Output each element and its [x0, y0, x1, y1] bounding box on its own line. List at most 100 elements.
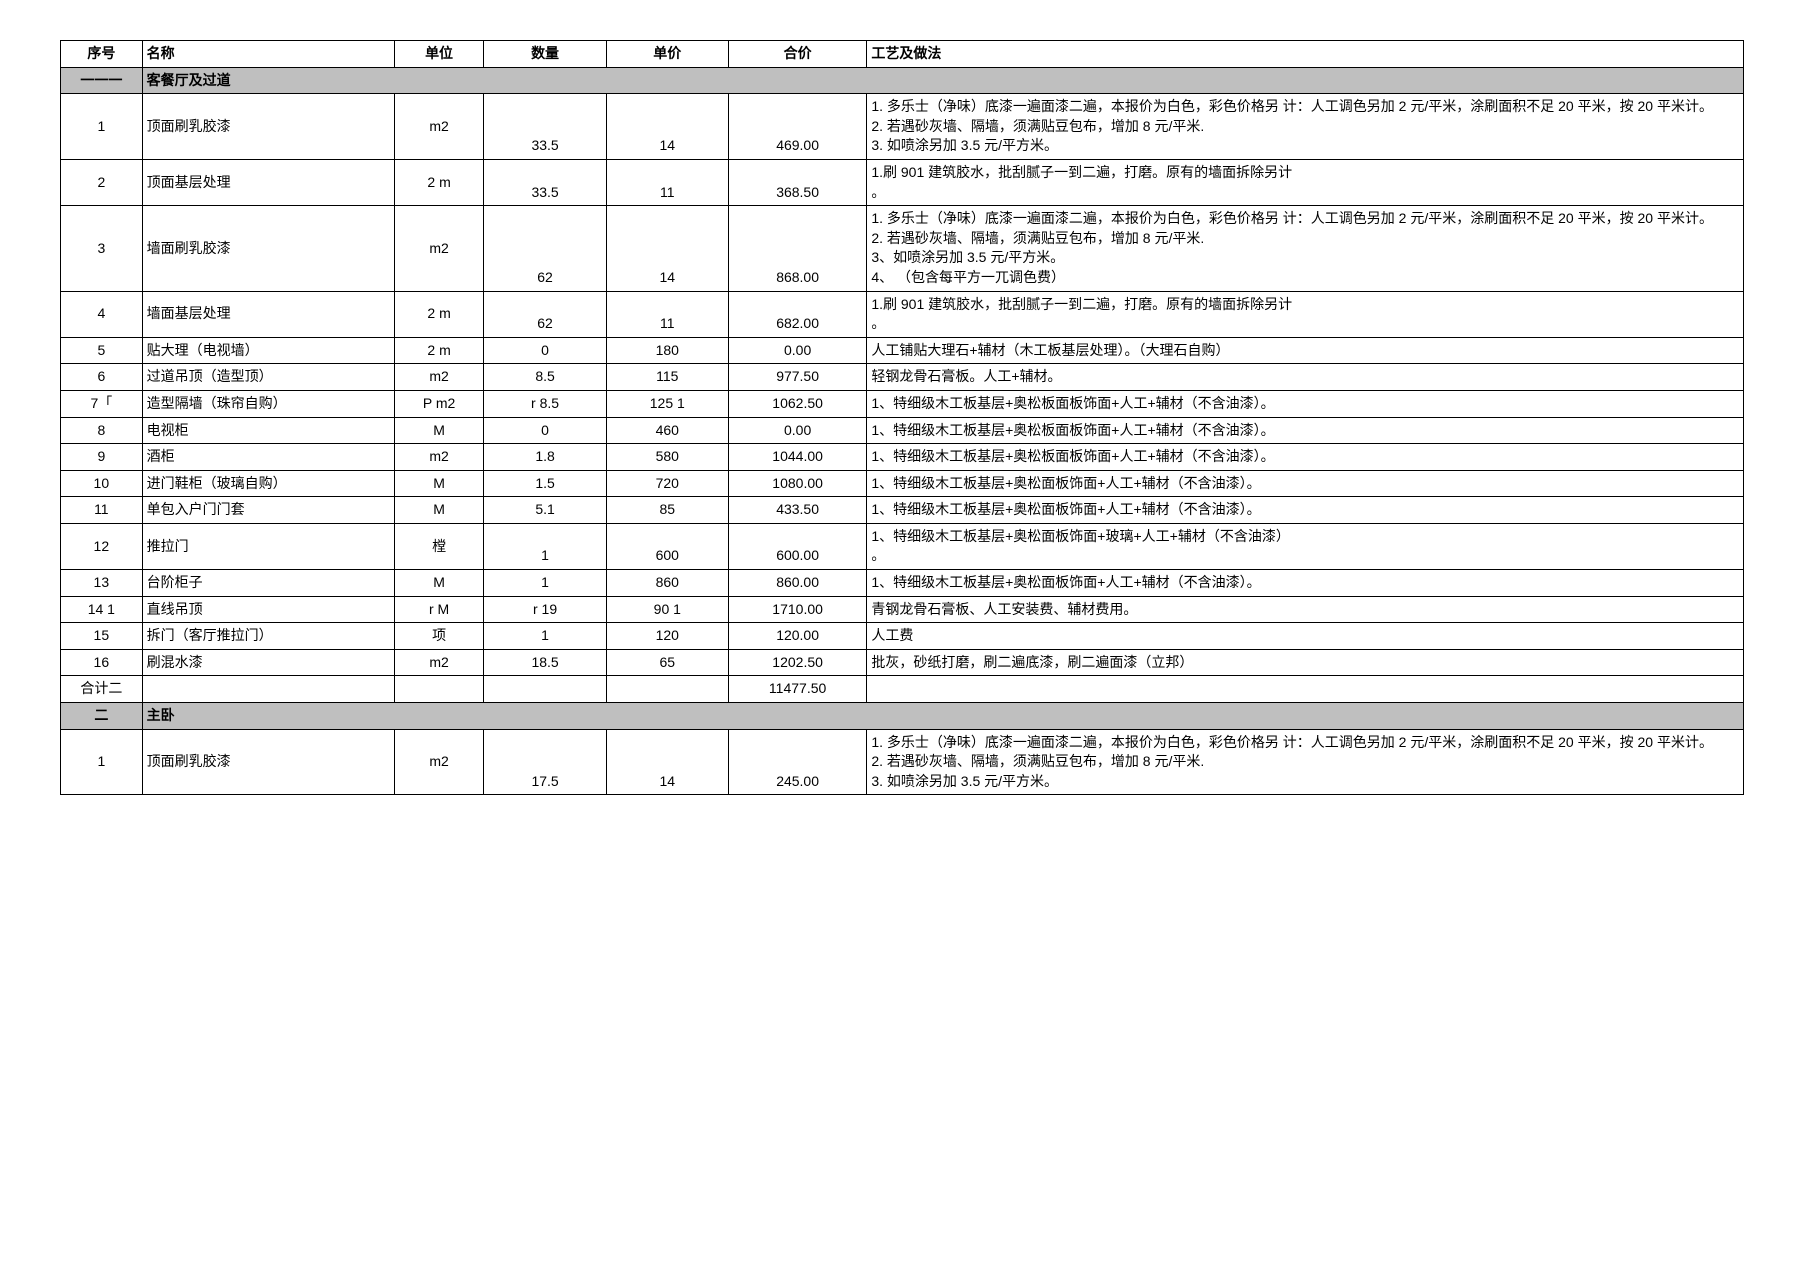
table-row: 3墙面刷乳胶漆m26214868.001. 多乐士（净味）底漆一遍面漆二遍，本报…: [61, 206, 1744, 291]
cell-proc: [867, 676, 1744, 703]
cell-unit: M: [394, 417, 484, 444]
table-row: 10进门鞋柜（玻璃自购）M1.57201080.001、特细级木工板基层+奥松面…: [61, 470, 1744, 497]
cell-qty: r 8.5: [484, 390, 606, 417]
cell-unit: [394, 676, 484, 703]
estimate-table: 序号名称单位数量单价合价工艺及做法 一一一客餐厅及过道1顶面刷乳胶漆m233.5…: [60, 40, 1744, 795]
cell-name: 直线吊顶: [142, 596, 394, 623]
cell-total: 368.50: [728, 159, 866, 205]
cell-total: 469.00: [728, 94, 866, 160]
cell-name: 墙面基层处理: [142, 291, 394, 337]
cell-name: 台阶柜子: [142, 570, 394, 597]
table-row: 1顶面刷乳胶漆m233.514469.001. 多乐士（净味）底漆一遍面漆二遍，…: [61, 94, 1744, 160]
cell-price: 860: [606, 570, 728, 597]
cell-seq: 1: [61, 94, 143, 160]
cell-seq: 16: [61, 649, 143, 676]
cell-proc: 1.刷 901 建筑胶水，批刮腻子一到二遍，打磨。原有的墙面拆除另计 。: [867, 159, 1744, 205]
cell-proc: 轻钢龙骨石膏板。人工+辅材。: [867, 364, 1744, 391]
cell-price: 460: [606, 417, 728, 444]
cell-total: 1710.00: [728, 596, 866, 623]
header-price: 单价: [606, 41, 728, 68]
cell-unit: M: [394, 570, 484, 597]
cell-name: 过道吊顶（造型顶）: [142, 364, 394, 391]
cell-proc: 1、特细级木工板基层+奥松面板饰面+人工+辅材（不含油漆）。: [867, 497, 1744, 524]
cell-price: 14: [606, 206, 728, 291]
cell-unit: m2: [394, 649, 484, 676]
cell-qty: 8.5: [484, 364, 606, 391]
cell-name: 造型隔墙（珠帘自购）: [142, 390, 394, 417]
cell-seq: 10: [61, 470, 143, 497]
section-seq: 一一一: [61, 67, 143, 94]
cell-price: 65: [606, 649, 728, 676]
cell-unit: m2: [394, 364, 484, 391]
cell-proc: 1.刷 901 建筑胶水，批刮腻子一到二遍，打磨。原有的墙面拆除另计 。: [867, 291, 1744, 337]
cell-seq: 6: [61, 364, 143, 391]
cell-qty: 33.5: [484, 159, 606, 205]
cell-name: 贴大理（电视墙）: [142, 337, 394, 364]
cell-seq: 15: [61, 623, 143, 650]
cell-qty: 1: [484, 623, 606, 650]
cell-seq: 8: [61, 417, 143, 444]
cell-unit: 项: [394, 623, 484, 650]
cell-qty: 1.8: [484, 444, 606, 471]
cell-proc: 1. 多乐士（净味）底漆一遍面漆二遍，本报价为白色，彩色价格另 计：人工调色另加…: [867, 94, 1744, 160]
cell-name: 顶面基层处理: [142, 159, 394, 205]
cell-seq: 11: [61, 497, 143, 524]
table-row: 二主卧: [61, 703, 1744, 730]
table-header: 序号名称单位数量单价合价工艺及做法: [61, 41, 1744, 68]
table-row: 4墙面基层处理2 m6211682.001.刷 901 建筑胶水，批刮腻子一到二…: [61, 291, 1744, 337]
cell-total: 245.00: [728, 729, 866, 795]
cell-qty: r 19: [484, 596, 606, 623]
table-row: 12推拉门樘1600600.001、特细级木工板基层+奥松面板饰面+玻璃+人工+…: [61, 523, 1744, 569]
cell-qty: [484, 676, 606, 703]
cell-total: 433.50: [728, 497, 866, 524]
cell-name: 电视柜: [142, 417, 394, 444]
table-row: 5贴大理（电视墙）2 m01800.00人工铺贴大理石+辅材（木工板基层处理）。…: [61, 337, 1744, 364]
cell-unit: r M: [394, 596, 484, 623]
cell-qty: 0: [484, 417, 606, 444]
cell-price: 11: [606, 291, 728, 337]
table-row: 9酒柜m21.85801044.001、特细级木工板基层+奥松板面板饰面+人工+…: [61, 444, 1744, 471]
cell-name: 墙面刷乳胶漆: [142, 206, 394, 291]
cell-seq: 5: [61, 337, 143, 364]
cell-name: 拆门（客厅推拉门）: [142, 623, 394, 650]
cell-seq: 9: [61, 444, 143, 471]
section-seq: 二: [61, 703, 143, 730]
cell-total: 1080.00: [728, 470, 866, 497]
cell-qty: 62: [484, 206, 606, 291]
table-row: 14 1直线吊顶r Mr 1990 11710.00青钢龙骨石膏板、人工安装费、…: [61, 596, 1744, 623]
cell-proc: 1. 多乐士（净味）底漆一遍面漆二遍，本报价为白色，彩色价格另 计：人工调色另加…: [867, 729, 1744, 795]
cell-qty: 0: [484, 337, 606, 364]
section-name: 主卧: [142, 703, 1743, 730]
header-unit: 单位: [394, 41, 484, 68]
cell-total: 0.00: [728, 417, 866, 444]
cell-price: 580: [606, 444, 728, 471]
cell-total: 868.00: [728, 206, 866, 291]
header-qty: 数量: [484, 41, 606, 68]
cell-price: 600: [606, 523, 728, 569]
cell-proc: 1、特细级木工板基层+奥松面板饰面+人工+辅材（不含油漆）。: [867, 570, 1744, 597]
cell-proc: 批灰，砂纸打磨，刷二遍底漆，刷二遍面漆（立邦）: [867, 649, 1744, 676]
cell-seq: 合计二: [61, 676, 143, 703]
cell-qty: 62: [484, 291, 606, 337]
cell-unit: 2 m: [394, 159, 484, 205]
cell-proc: 1、特细级木工板基层+奥松板面板饰面+人工+辅材（不含油漆）。: [867, 390, 1744, 417]
table-row: 1顶面刷乳胶漆m217.514245.001. 多乐士（净味）底漆一遍面漆二遍，…: [61, 729, 1744, 795]
cell-total: 600.00: [728, 523, 866, 569]
cell-price: 180: [606, 337, 728, 364]
table-row: 15拆门（客厅推拉门）项1120120.00人工费: [61, 623, 1744, 650]
cell-proc: 青钢龙骨石膏板、人工安装费、辅材费用。: [867, 596, 1744, 623]
header-row: 序号名称单位数量单价合价工艺及做法: [61, 41, 1744, 68]
header-total: 合价: [728, 41, 866, 68]
cell-name: [142, 676, 394, 703]
cell-price: 11: [606, 159, 728, 205]
cell-proc: 1、特细级木工板基层+奥松板面板饰面+人工+辅材（不含油漆）。: [867, 444, 1744, 471]
header-name: 名称: [142, 41, 394, 68]
cell-name: 刷混水漆: [142, 649, 394, 676]
cell-seq: 3: [61, 206, 143, 291]
cell-price: 120: [606, 623, 728, 650]
table-row: 11单包入户门门套M5.185433.501、特细级木工板基层+奥松面板饰面+人…: [61, 497, 1744, 524]
cell-unit: m2: [394, 729, 484, 795]
cell-unit: m2: [394, 94, 484, 160]
cell-seq: 4: [61, 291, 143, 337]
cell-total: 1062.50: [728, 390, 866, 417]
